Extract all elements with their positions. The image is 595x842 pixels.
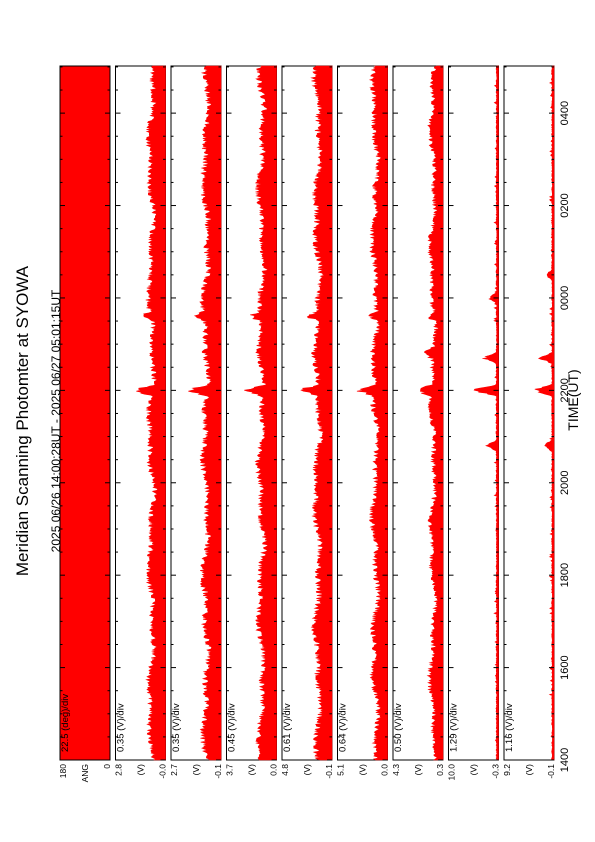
series-trace xyxy=(300,65,333,761)
panel-frame xyxy=(59,65,111,761)
x-tick-label: 0400 xyxy=(559,101,571,125)
y-axis-label: (V) xyxy=(136,764,146,776)
panel-4: 0.61 (V)/div 4.8 (V) -0.1 xyxy=(280,65,334,779)
panel-8: 1.16 (V)/div 9.2 (V) -0.1 xyxy=(502,65,556,779)
x-tick-label: 1800 xyxy=(559,563,571,587)
y-min-label: 0.0 xyxy=(380,764,390,776)
panel-2: 0.35 (V)/div 2.7 (V) -0.1 xyxy=(169,65,223,779)
panel-scale-label: 0.35 (V)/div xyxy=(171,703,182,752)
y-axis-label: (V) xyxy=(247,764,257,776)
y-max-label: 2.8 xyxy=(114,764,124,776)
panel-1: 0.35 (V)/div 2.8 (V) -0.0 xyxy=(114,65,168,779)
series-trace xyxy=(136,65,166,761)
panel-6: 0.50 (V)/div 4.3 (V) 0.3 xyxy=(391,65,445,776)
panel-scale-label: 0.64 (V)/div xyxy=(338,703,349,752)
panel-scale-label: 0.45 (V)/div xyxy=(227,703,238,752)
figure-title: Meridian Scanning Photomter at SYOWA xyxy=(13,265,32,576)
x-tick-label: 0200 xyxy=(559,193,571,217)
chart-title: Meridian Scanning Photomter at SYOWA xyxy=(13,265,32,576)
y-min-label: -0.1 xyxy=(324,764,334,779)
panel-frame xyxy=(448,65,499,761)
y-max-label: 4.3 xyxy=(391,764,401,776)
y-axis-label: ANG xyxy=(80,764,90,782)
x-tick-label: 0000 xyxy=(559,286,571,310)
y-min-label: 0.3 xyxy=(435,764,445,776)
y-max-label: 2.7 xyxy=(169,764,179,776)
panel-scale-label: 0.61 (V)/div xyxy=(282,703,293,752)
y-axis-label: (V) xyxy=(413,764,423,776)
series-trace xyxy=(419,65,444,761)
y-min-label: -0.3 xyxy=(491,764,501,779)
panel-frame xyxy=(503,65,555,761)
x-axis-title: TIME(UT) xyxy=(565,369,581,430)
x-tick-labels: 1400 1600 1800 2000 2200 0000 0200 0400 xyxy=(559,101,571,772)
y-max-label: 5.1 xyxy=(336,764,346,776)
panel-scale-label: 1.29 (V)/div xyxy=(449,703,460,752)
y-max-label: 9.2 xyxy=(502,764,512,776)
y-min-label: 0.0 xyxy=(269,764,279,776)
series-trace xyxy=(188,65,222,761)
panel-scale-label: 0.50 (V)/div xyxy=(393,703,404,752)
panel-scale-label: 1.16 (V)/div xyxy=(504,703,515,752)
panel-scale-label: 22.5 (deg)/div xyxy=(60,694,71,752)
panel-7: 1.29 (V)/div 10.0 (V) -0.3 xyxy=(447,65,501,781)
y-min-label: -0.1 xyxy=(213,764,223,779)
x-tick-label: 1600 xyxy=(559,655,571,679)
panels: 22.5 (deg)/div 180 ANG 0 0.35 (V)/div 2.8 (V) -… xyxy=(58,65,556,782)
y-max-label: 3.7 xyxy=(225,764,235,776)
y-min-label: -0.0 xyxy=(158,764,168,779)
panel-scale-label: 0.35 (V)/div xyxy=(116,703,127,752)
x-tick-label: 1400 xyxy=(559,748,571,772)
x-tick-label: 2200 xyxy=(559,378,571,402)
y-max-label: 10.0 xyxy=(447,764,457,781)
y-max-label: 4.8 xyxy=(280,764,290,776)
y-max-label: 180 xyxy=(58,764,68,778)
y-axis-label: (V) xyxy=(524,764,534,776)
panel-3: 0.45 (V)/div 3.7 (V) 0.0 xyxy=(225,65,279,776)
panel-0: 22.5 (deg)/div 180 ANG 0 xyxy=(58,65,112,782)
panel-5: 0.64 (V)/div 5.1 (V) 0.0 xyxy=(336,65,390,776)
y-axis-label: (V) xyxy=(191,764,201,776)
y-axis-label: (V) xyxy=(302,764,312,776)
x-tick-label: 2000 xyxy=(559,471,571,495)
series-trace xyxy=(356,65,388,761)
y-min-label: 0 xyxy=(102,764,112,769)
y-axis-label: (V) xyxy=(469,764,479,776)
y-min-label: -0.1 xyxy=(546,764,556,779)
series-trace xyxy=(244,65,277,761)
y-axis-label: (V) xyxy=(358,764,368,776)
